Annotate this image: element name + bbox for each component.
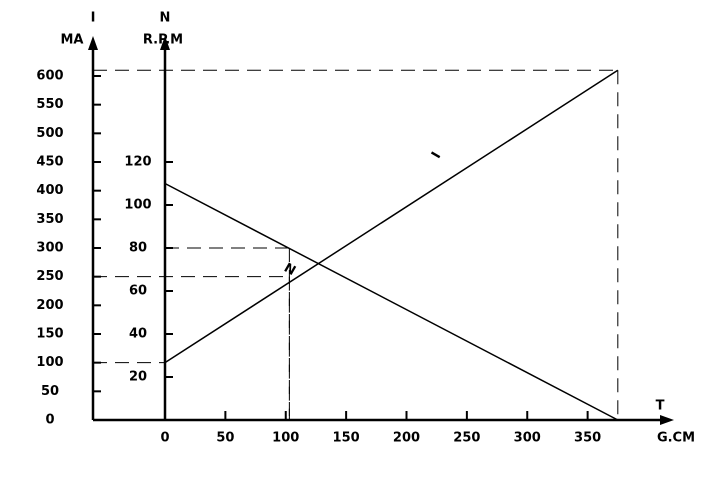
y-tick-label: 500 <box>36 126 63 141</box>
x-tick-label: 250 <box>453 431 480 446</box>
series-line <box>164 182 619 421</box>
axes <box>91 48 668 422</box>
arrow <box>660 415 674 425</box>
x-axis-unit: G.CM <box>657 431 695 446</box>
y-tick-label: 550 <box>36 97 63 112</box>
y2-tick-label: 120 <box>124 155 151 170</box>
y-axis-label: I <box>91 11 96 26</box>
series-label: I <box>429 150 444 162</box>
x-tick-label: 350 <box>574 431 601 446</box>
x-tick-label: 150 <box>333 431 360 446</box>
y2-axis-unit: R.P.M <box>143 33 183 48</box>
y-tick-label: 0 <box>45 413 54 428</box>
x-tick-label: 300 <box>514 431 541 446</box>
x-tick-label: 50 <box>216 431 234 446</box>
y-tick-label: 50 <box>41 384 59 399</box>
y2-tick-label: 80 <box>129 241 147 256</box>
y-tick-label: 300 <box>36 241 63 256</box>
series-line <box>164 69 619 364</box>
y-tick-label: 100 <box>36 355 63 370</box>
arrow <box>88 36 98 50</box>
y-tick-label: 250 <box>36 269 63 284</box>
y2-tick-label: 100 <box>124 198 151 213</box>
x-axis-label: T <box>656 399 665 414</box>
arrow <box>160 36 170 50</box>
y-tick-label: 400 <box>36 183 63 198</box>
x-tick-label: 100 <box>272 431 299 446</box>
y2-tick-label: 20 <box>129 370 147 385</box>
y-axis-unit: MA <box>61 33 84 48</box>
y-tick-label: 600 <box>36 69 63 84</box>
y-tick-label: 350 <box>36 212 63 227</box>
y-tick-label: 200 <box>36 298 63 313</box>
x-tick-label: 200 <box>393 431 420 446</box>
y2-axis-label: N <box>160 11 171 26</box>
y2-tick-label: 60 <box>129 284 147 299</box>
y2-tick-label: 40 <box>129 327 147 342</box>
y-tick-label: 450 <box>36 155 63 170</box>
x-tick-label: 0 <box>160 431 169 446</box>
y-tick-label: 150 <box>36 327 63 342</box>
